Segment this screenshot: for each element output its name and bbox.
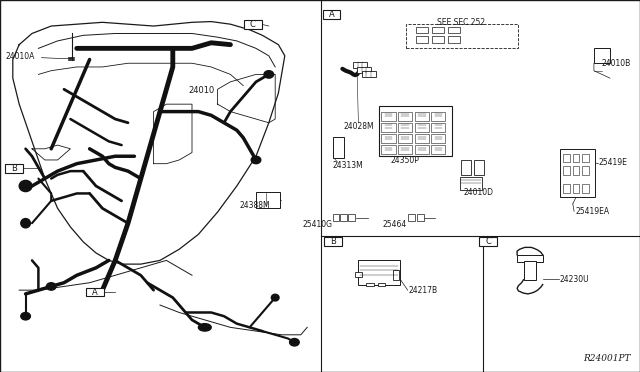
Bar bbox=[431, 123, 445, 132]
Bar bbox=[406, 24, 518, 48]
Bar bbox=[560, 149, 595, 197]
Bar bbox=[417, 214, 424, 221]
Bar bbox=[432, 27, 444, 33]
Ellipse shape bbox=[198, 324, 211, 331]
Bar bbox=[563, 166, 570, 175]
Bar bbox=[381, 145, 396, 154]
Ellipse shape bbox=[19, 180, 32, 192]
Ellipse shape bbox=[290, 339, 300, 346]
Bar bbox=[381, 134, 396, 143]
Text: 25419EA: 25419EA bbox=[576, 207, 610, 216]
Bar bbox=[448, 27, 460, 33]
Text: 24010D: 24010D bbox=[463, 188, 493, 197]
Text: 25410G: 25410G bbox=[302, 220, 332, 229]
Bar bbox=[381, 123, 396, 132]
Bar bbox=[594, 48, 610, 63]
Bar bbox=[398, 134, 412, 143]
Bar bbox=[416, 36, 428, 43]
Ellipse shape bbox=[251, 156, 261, 164]
Text: SEE SEC.252: SEE SEC.252 bbox=[436, 18, 485, 27]
Bar bbox=[431, 145, 445, 154]
Ellipse shape bbox=[20, 218, 31, 228]
Text: 24010: 24010 bbox=[189, 86, 215, 94]
Bar bbox=[340, 214, 347, 221]
Text: A: A bbox=[92, 288, 97, 296]
Bar bbox=[573, 154, 579, 162]
Text: R24001PT: R24001PT bbox=[583, 354, 630, 363]
Ellipse shape bbox=[264, 71, 274, 78]
Bar bbox=[563, 154, 570, 162]
Text: 24230U: 24230U bbox=[560, 275, 589, 284]
Text: 24217B: 24217B bbox=[408, 286, 438, 295]
Bar bbox=[461, 160, 471, 175]
Bar bbox=[393, 270, 399, 280]
Text: C: C bbox=[250, 20, 256, 29]
Ellipse shape bbox=[47, 283, 56, 290]
Text: B: B bbox=[11, 164, 17, 173]
Bar bbox=[415, 123, 429, 132]
Text: B: B bbox=[330, 237, 336, 246]
Bar bbox=[366, 283, 374, 286]
Text: 25464: 25464 bbox=[383, 220, 407, 229]
Bar bbox=[415, 134, 429, 143]
Bar bbox=[333, 137, 344, 158]
Bar bbox=[573, 166, 579, 175]
Bar bbox=[357, 67, 371, 73]
Bar bbox=[378, 283, 385, 286]
Bar bbox=[432, 36, 444, 43]
FancyBboxPatch shape bbox=[5, 164, 23, 173]
Bar bbox=[524, 261, 536, 280]
FancyBboxPatch shape bbox=[86, 288, 104, 296]
Bar bbox=[582, 166, 589, 175]
Bar bbox=[448, 36, 460, 43]
Text: A: A bbox=[329, 10, 334, 19]
Bar bbox=[415, 112, 429, 121]
Text: 25419E: 25419E bbox=[598, 158, 627, 167]
Bar bbox=[431, 134, 445, 143]
Bar bbox=[563, 184, 570, 193]
Bar bbox=[582, 154, 589, 162]
FancyBboxPatch shape bbox=[244, 20, 262, 29]
Bar bbox=[416, 27, 428, 33]
Text: 24350P: 24350P bbox=[390, 156, 419, 165]
Bar bbox=[256, 192, 280, 208]
Text: 24010A: 24010A bbox=[6, 52, 35, 61]
Bar bbox=[333, 214, 339, 221]
Bar bbox=[408, 214, 415, 221]
Text: C: C bbox=[485, 237, 492, 246]
Bar bbox=[381, 112, 396, 121]
Bar bbox=[398, 123, 412, 132]
Bar bbox=[353, 62, 367, 68]
Bar bbox=[398, 112, 412, 121]
Ellipse shape bbox=[271, 294, 279, 301]
FancyBboxPatch shape bbox=[479, 237, 497, 246]
Text: 24313M: 24313M bbox=[333, 161, 364, 170]
Bar bbox=[431, 112, 445, 121]
Text: 24388M: 24388M bbox=[240, 201, 271, 210]
FancyBboxPatch shape bbox=[324, 237, 342, 246]
Bar bbox=[379, 106, 452, 156]
Text: 24028M: 24028M bbox=[343, 122, 374, 131]
Bar bbox=[355, 272, 362, 277]
Bar bbox=[573, 184, 579, 193]
Text: 24010B: 24010B bbox=[602, 59, 631, 68]
Bar bbox=[348, 214, 355, 221]
Bar bbox=[362, 71, 376, 77]
Bar bbox=[415, 145, 429, 154]
FancyBboxPatch shape bbox=[323, 10, 340, 19]
Ellipse shape bbox=[20, 312, 31, 320]
Bar bbox=[582, 184, 589, 193]
Bar bbox=[398, 145, 412, 154]
Bar bbox=[460, 177, 482, 190]
Bar bbox=[474, 160, 484, 175]
Bar bbox=[358, 260, 400, 285]
Bar bbox=[517, 255, 543, 262]
